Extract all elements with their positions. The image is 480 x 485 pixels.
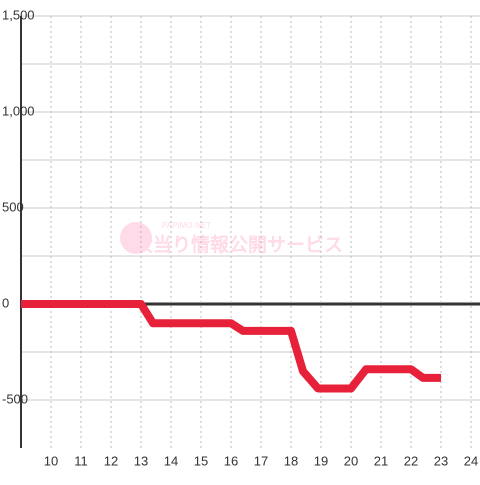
y-tick-label: 0 [2, 295, 9, 310]
x-tick-label: 20 [344, 453, 358, 468]
x-tick-label: 13 [134, 453, 148, 468]
x-tick-label: 10 [44, 453, 58, 468]
x-tick-label: 12 [104, 453, 118, 468]
y-tick-label: 1,000 [2, 103, 35, 118]
data-line [21, 300, 441, 393]
watermark-logo [120, 222, 152, 254]
x-tick-label: 22 [404, 453, 418, 468]
x-tick-label: 21 [374, 453, 388, 468]
x-tick-label: 16 [224, 453, 238, 468]
watermark-brand: PAPIMO-NET [162, 221, 211, 230]
x-tick-label: 19 [314, 453, 328, 468]
y-tick-label: 500 [2, 199, 24, 214]
x-tick-label: 23 [434, 453, 448, 468]
watermark: PAPIMO-NET 大当り情報公開サービス [120, 221, 343, 256]
y-tick-label: -500 [2, 391, 28, 406]
x-tick-label: 14 [164, 453, 178, 468]
watermark-text: 大当り情報公開サービス [134, 233, 343, 256]
grid [21, 15, 480, 448]
x-tick-label: 18 [284, 453, 298, 468]
x-tick-label: 17 [254, 453, 268, 468]
y-tick-label: 1,500 [2, 7, 35, 22]
x-tick-label: 24 [464, 453, 478, 468]
x-tick-label: 15 [194, 453, 208, 468]
x-tick-label: 11 [74, 453, 88, 468]
